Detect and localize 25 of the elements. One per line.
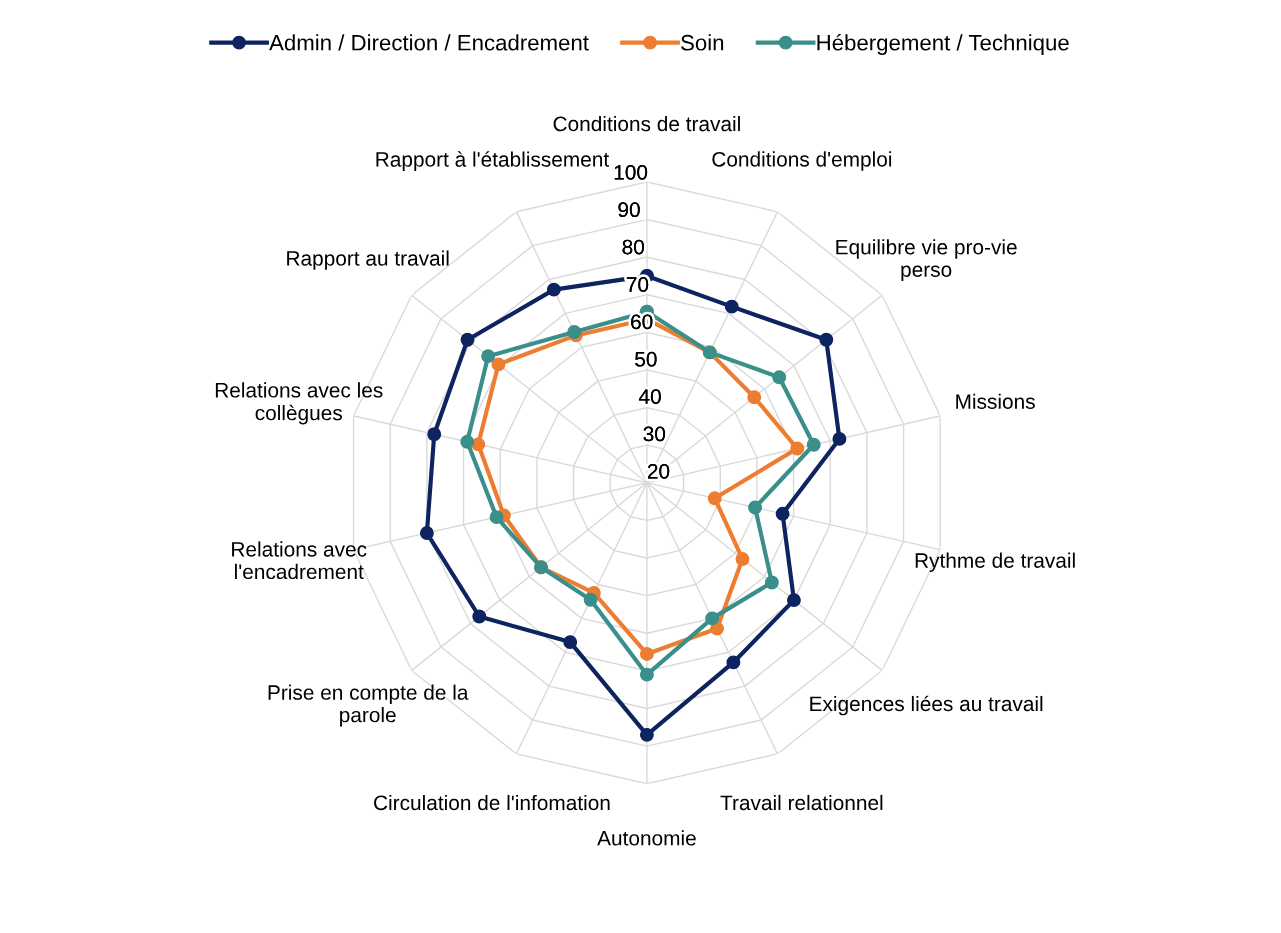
spoke-label: Conditions d'emploi: [712, 151, 892, 171]
y-tick-label: 50: [635, 351, 657, 367]
y-tick-label: 100: [614, 164, 648, 180]
spoke-label: Autonomie: [597, 830, 696, 846]
spoke-label: Rapport à l'établissement: [376, 151, 610, 171]
y-tick-label: 30: [643, 426, 666, 442]
spoke-label: Rapport au travail: [287, 250, 449, 270]
legend-label: Admin / Direction / Encadrement: [269, 34, 589, 51]
y-tick-label: 20: [647, 463, 670, 479]
spoke-label: Exigences liées au travail: [810, 695, 1043, 716]
legend-label: Hébergement / Technique: [817, 33, 1069, 55]
y-tick-label: 80: [622, 239, 644, 255]
legend-label: Soin: [681, 34, 724, 51]
spoke-label: Equilibre vie pro-vie perso: [836, 239, 1017, 282]
spoke-label: Missions: [956, 393, 1035, 409]
spoke-label: Travail relationnel: [720, 794, 883, 811]
y-tick-label: 90: [618, 202, 640, 218]
y-tick-label: 70: [626, 277, 649, 292]
y-tick-label: 40: [638, 389, 661, 404]
spoke-label: Relations avec les collègues: [215, 382, 383, 425]
spoke-label: Rythme de travail: [915, 552, 1075, 573]
spoke-label: Prise en compte de la parole: [268, 684, 469, 727]
spoke-label: Relations avec l'encadrement: [232, 541, 367, 580]
spoke-label: Conditions de travail: [553, 115, 740, 132]
spoke-label: Circulation de l'infomation: [374, 794, 610, 811]
